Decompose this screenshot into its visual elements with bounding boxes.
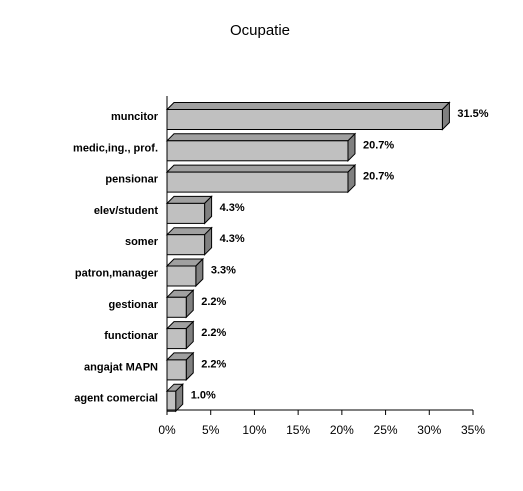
category-label: agent comercial [74, 393, 158, 405]
x-tick-label: 10% [242, 423, 266, 437]
category-label: patron,manager [75, 268, 159, 280]
category-label: somer [125, 236, 159, 248]
bar-pensionar [165, 163, 357, 194]
bar-top-face [165, 227, 213, 236]
x-tick-label: 25% [374, 423, 398, 437]
bar-muncitor [165, 101, 451, 131]
x-tick-label: 5% [202, 423, 220, 437]
value-label: 31.5% [457, 108, 488, 120]
bar-front-face [166, 390, 177, 412]
bar-front-face [166, 202, 206, 224]
value-label: 1.0% [191, 390, 216, 402]
category-label: elev/student [94, 205, 159, 217]
category-label: muncitor [111, 111, 159, 123]
bar-front-face [166, 234, 206, 256]
value-label: 4.3% [220, 233, 245, 245]
chart-title: Ocupatie [230, 22, 290, 39]
value-label: 2.2% [201, 358, 226, 370]
bar-front-face [166, 328, 187, 350]
bar-top-face [165, 195, 213, 204]
bar-front-face [166, 296, 187, 318]
bar-front-face [166, 171, 349, 193]
bars-layer: muncitor 31.5% medic,ing., prof. 20.7% pensi… [73, 101, 489, 413]
x-tick-label: 30% [417, 423, 441, 437]
value-label: 20.7% [363, 171, 394, 183]
category-label: medic,ing., prof. [73, 142, 158, 154]
x-tick-label: 0% [158, 423, 176, 437]
value-label: 3.3% [211, 265, 236, 277]
bar-front-face [166, 359, 187, 381]
bar-gestionar [165, 289, 195, 319]
value-label: 2.2% [201, 296, 226, 308]
category-label: angajat MAPN [84, 361, 158, 373]
bar-front-face [166, 265, 197, 287]
category-label: pensionar [105, 174, 158, 186]
category-label: functionar [104, 330, 158, 342]
bar-patron-manager [165, 257, 205, 288]
x-tick-label: 35% [461, 423, 485, 437]
bar-functionar [165, 320, 195, 350]
bar-elev-student [165, 195, 213, 225]
x-tick-label: 15% [286, 423, 310, 437]
value-label: 20.7% [363, 139, 394, 151]
bar-top-face [165, 102, 451, 110]
bar-agent-comercial [165, 382, 184, 413]
bar-front-face [166, 140, 349, 162]
x-axis: 0% 5% 10% 15% 20% 25% 30% 35% [158, 96, 485, 437]
x-tick-label: 20% [330, 423, 354, 437]
value-label: 4.3% [220, 202, 245, 214]
bar-somer [165, 226, 213, 256]
bar-top-face [165, 133, 357, 142]
bar-front-face [166, 109, 443, 130]
value-label: 2.2% [201, 327, 226, 339]
bar-medic-ing-prof [165, 132, 357, 163]
bar-top-face [165, 164, 357, 173]
category-label: gestionar [108, 299, 158, 311]
bar-angajat-mapn [165, 351, 195, 382]
